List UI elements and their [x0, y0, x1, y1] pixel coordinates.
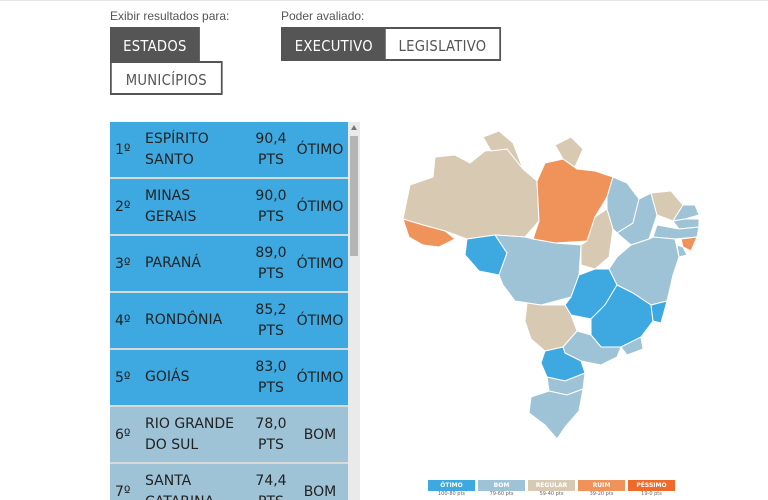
legend-range-otimo: 100-80 pts [437, 491, 466, 497]
map-state-alagoas[interactable] [680, 236, 698, 252]
executivo-button[interactable]: EXECUTIVO [281, 27, 387, 61]
state-rating: BOM [303, 426, 337, 443]
state-score: 74,4 PTS [255, 472, 287, 500]
map-state-mato-grosso[interactable] [494, 234, 582, 306]
legend-otimo: ÓTIMO [428, 480, 475, 491]
municipios-button[interactable]: MUNICÍPIOS [110, 61, 223, 95]
legend-range-pessimo: 19-0 pts [641, 491, 662, 497]
state-rating: ÓTIMO [296, 198, 344, 215]
state-name: MINAS GERAIS [145, 187, 197, 225]
map-state-rio-grande-do-norte[interactable] [671, 204, 700, 222]
map-state-paraiba[interactable] [672, 218, 700, 230]
state-score: 90,0 PTS [255, 187, 287, 225]
legislativo-button[interactable]: LEGISLATIVO [384, 27, 502, 61]
map-state-espirito-santo[interactable] [650, 300, 668, 324]
state-name: SANTA CATARINA [145, 472, 214, 500]
map-state-tocantins[interactable] [580, 208, 614, 270]
scrollbar-thumb[interactable] [350, 136, 358, 256]
state-score: 85,2 PTS [255, 301, 287, 339]
rank-position: 2º [115, 198, 131, 215]
ranking-row[interactable]: 3º PARANÁ 89,0 PTS ÓTIMO [110, 236, 348, 291]
state-rating: ÓTIMO [296, 255, 344, 272]
ranking-row[interactable]: 5º GOIÁS 83,0 PTS ÓTIMO [110, 350, 348, 405]
ranking-row[interactable]: 7º SANTA CATARINA 74,4 PTS BOM [110, 464, 348, 500]
state-name: RONDÔNIA [145, 312, 223, 328]
rank-position: 4º [115, 312, 131, 329]
legend-range-regular: 59-40 pts [539, 491, 564, 497]
legend-range-ruim: 39-20 pts [589, 491, 614, 497]
power-filter-label: Poder avaliado: [281, 9, 365, 23]
results-filter-label: Exibir resultados para: [110, 9, 230, 23]
rank-position: 7º [115, 483, 131, 500]
ranking-row[interactable]: 2º MINAS GERAIS 90,0 PTS ÓTIMO [110, 179, 348, 234]
rank-position: 5º [115, 369, 131, 386]
legend-ruim: RUIM [578, 480, 625, 491]
ranking-list[interactable]: 1º ESPÍRITO SANTO 90,4 PTS ÓTIMO 2º MINA… [110, 122, 360, 500]
scroll-up-arrow-icon[interactable] [351, 125, 357, 130]
rank-position: 1º [115, 141, 131, 158]
ranking-row[interactable]: 1º ESPÍRITO SANTO 90,4 PTS ÓTIMO [110, 122, 348, 177]
state-name: RIO GRANDE DO SUL [145, 415, 235, 453]
legend-bom: BOM [478, 480, 525, 491]
map-state-amapa[interactable] [554, 136, 584, 168]
brazil-map[interactable] [395, 125, 715, 445]
state-rating: ÓTIMO [296, 369, 344, 386]
map-state-roraima[interactable] [482, 130, 524, 170]
map-state-acre[interactable] [402, 218, 456, 248]
rank-position: 6º [115, 426, 131, 443]
estados-button[interactable]: ESTADOS [110, 27, 200, 61]
map-state-rio-de-janeiro[interactable] [620, 336, 644, 356]
legend-regular: REGULAR [528, 480, 575, 491]
top-divider [0, 0, 768, 1]
state-name: ESPÍRITO SANTO [145, 130, 209, 168]
state-rating: ÓTIMO [296, 312, 344, 329]
state-score: 83,0 PTS [255, 358, 287, 396]
state-score: 78,0 PTS [255, 415, 287, 453]
state-score: 90,4 PTS [255, 130, 287, 168]
map-state-rio-grande-do-sul[interactable] [528, 388, 584, 440]
rank-position: 3º [115, 255, 131, 272]
state-rating: ÓTIMO [296, 141, 344, 158]
state-name: GOIÁS [145, 369, 190, 385]
legend-range-bom: 79-60 pts [489, 491, 514, 497]
state-score: 89,0 PTS [255, 244, 287, 282]
state-rating: BOM [303, 483, 337, 500]
legend-pessimo: PÉSSIMO [628, 480, 675, 491]
ranking-row[interactable]: 4º RONDÔNIA 85,2 PTS ÓTIMO [110, 293, 348, 348]
state-name: PARANÁ [145, 255, 201, 271]
ranking-row[interactable]: 6º RIO GRANDE DO SUL 78,0 PTS BOM [110, 407, 348, 462]
